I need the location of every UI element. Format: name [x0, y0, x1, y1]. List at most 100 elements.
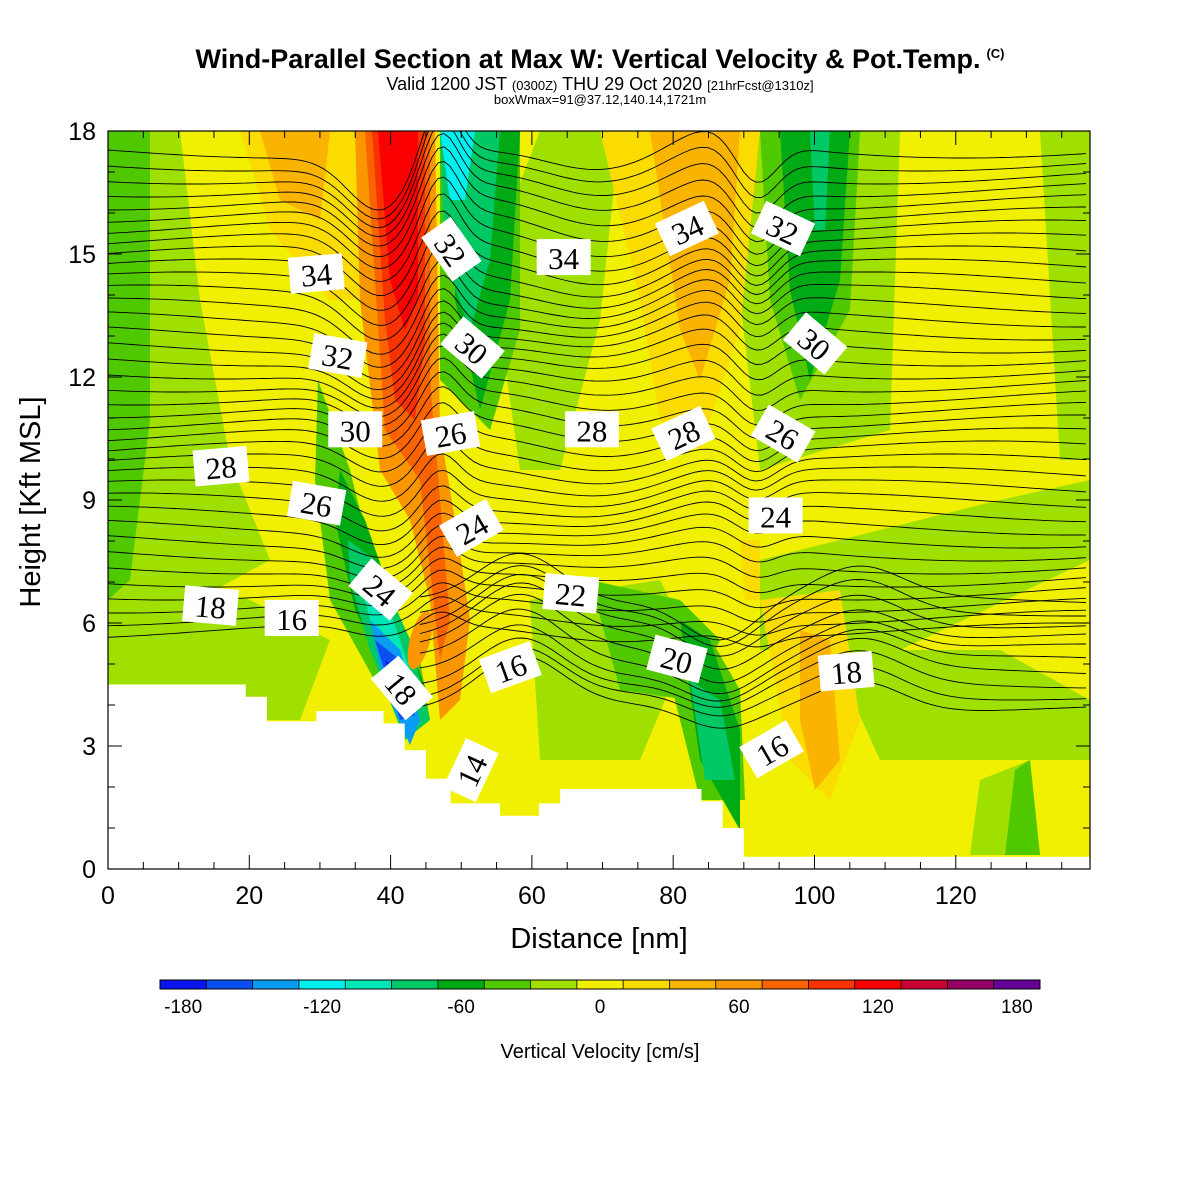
theta-contour-line — [419, 624, 1087, 702]
theta-contour-line — [108, 357, 1087, 427]
colorbar-swatch — [715, 980, 763, 989]
y-tick-label: 18 — [68, 118, 96, 146]
contour-label: 22 — [542, 573, 600, 614]
colorbar-swatch — [298, 980, 346, 989]
y-tick-label: 15 — [68, 241, 96, 269]
contour-label-box — [748, 497, 803, 534]
colorbar-swatch — [947, 980, 995, 989]
theta-contour-line — [419, 593, 1086, 684]
orange-updraft-lower — [407, 610, 433, 670]
contour-label-text: 18 — [193, 588, 227, 626]
contour-label-box — [308, 333, 368, 378]
valid-time-line: Valid 1200 JST (0300Z) THU 29 Oct 2020 [… — [0, 74, 1200, 95]
colorbar-label: Vertical Velocity [cm/s] — [501, 1041, 700, 1063]
contour-label-box — [536, 239, 591, 276]
contour-label-text: 24 — [760, 499, 792, 534]
valid-time-label: Valid 1200 JST — [386, 74, 507, 94]
colorbar-swatch — [669, 980, 717, 989]
y-tick-label: 3 — [82, 733, 96, 761]
colorbar-swatch — [854, 980, 902, 989]
x-tick-label: 60 — [518, 882, 546, 910]
valid-date: THU 29 Oct 2020 — [562, 74, 703, 94]
theta-contour-line — [108, 131, 1087, 220]
theta-contour-line — [108, 436, 1087, 487]
colorbar-swatch — [160, 980, 207, 989]
contour-label-box — [287, 253, 345, 294]
contour-label-box — [328, 411, 383, 448]
green-strip-west — [108, 131, 150, 600]
colorbar-swatch — [808, 980, 856, 989]
theta-contour-line — [108, 193, 1087, 282]
theta-contour-line — [419, 608, 1087, 695]
contour-label-box — [370, 655, 434, 721]
contour-label-box — [478, 641, 542, 694]
theta-contour-line — [108, 499, 1087, 546]
contour-label-box — [286, 480, 347, 526]
contour-label: 26 — [420, 411, 481, 456]
theta-contour-line — [108, 512, 1087, 558]
colorbar-swatch — [345, 980, 393, 989]
contour-label-box — [750, 404, 816, 463]
forecast-info: [21hrFcst@1310z] — [707, 78, 814, 93]
x-axis-label: Distance [nm] — [510, 923, 687, 955]
x-tick-label: 80 — [659, 882, 687, 910]
chart-title: Wind-Parallel Section at Max W: Vertical… — [0, 44, 1200, 75]
colorbar-tick-label: 120 — [862, 997, 894, 1018]
theta-contour-line — [419, 573, 1087, 657]
green-spike-far-east — [1005, 760, 1040, 855]
contour-label-box — [438, 498, 504, 557]
contour-label: 30 — [328, 411, 383, 448]
colorbar-swatch — [576, 980, 624, 989]
contour-label-box — [542, 573, 600, 614]
theta-contour-line — [108, 524, 1087, 570]
orange-upper-east — [650, 131, 740, 380]
contour-label-text: 26 — [432, 415, 469, 455]
theta-contour-line — [108, 160, 1086, 258]
theta-contour-line — [108, 345, 1087, 418]
x-tick-label: 40 — [377, 882, 405, 910]
lightgreen-upper-mid — [490, 131, 620, 470]
theta-contour-line — [108, 546, 1087, 589]
copyright-mark: (C) — [986, 46, 1005, 61]
contour-label-text: 18 — [829, 654, 863, 692]
contour-label-box — [739, 720, 804, 779]
y-tick-label: 9 — [82, 487, 96, 515]
contour-label: 32 — [421, 216, 482, 282]
contour-label-text: 22 — [554, 576, 588, 614]
y-tick-label: 12 — [68, 364, 96, 392]
gold-spot-east — [740, 540, 760, 600]
theta-contour-line — [108, 260, 1087, 341]
contour-label: 26 — [286, 480, 347, 526]
theta-contour-line — [108, 300, 1087, 380]
theta-contour-line — [419, 553, 1087, 641]
colorbar-tick-label: -60 — [447, 997, 474, 1018]
contour-label-box — [264, 599, 319, 636]
theta-contour-line — [419, 637, 1086, 708]
theta-contour-line — [108, 288, 1086, 368]
darkgreen-upper-east — [780, 131, 850, 380]
contour-label: 28 — [192, 445, 250, 487]
contour-label-text: 34 — [299, 256, 333, 294]
theta-contour-line — [108, 333, 1087, 409]
colorbar-tick-label: 180 — [1001, 997, 1033, 1018]
axes: 0 20 40 60 80 100 120 0 3 6 9 12 15 18 — [68, 118, 1090, 910]
contour-label-box — [817, 650, 875, 692]
colorbar-swatch — [993, 980, 1041, 989]
contour-label-text: 28 — [576, 413, 607, 448]
red-updraft-core — [378, 131, 418, 330]
contour-label: 28 — [564, 411, 619, 448]
theta-contour-line — [108, 322, 1087, 400]
contour-label-box — [420, 411, 481, 456]
contour-label-box — [443, 738, 499, 803]
x-tick-label: 100 — [794, 882, 836, 910]
contour-label-text: 26 — [298, 485, 335, 525]
contour-label-text: 16 — [276, 602, 307, 637]
contour-label: 32 — [308, 333, 368, 378]
contour-label-box — [651, 405, 716, 462]
contour-label-box — [192, 445, 250, 487]
valid-utc: (0300Z) — [511, 78, 558, 93]
contour-label: 20 — [646, 634, 708, 684]
theta-contour-line — [108, 402, 1087, 463]
colorbar-tick-label: 0 — [595, 997, 606, 1018]
